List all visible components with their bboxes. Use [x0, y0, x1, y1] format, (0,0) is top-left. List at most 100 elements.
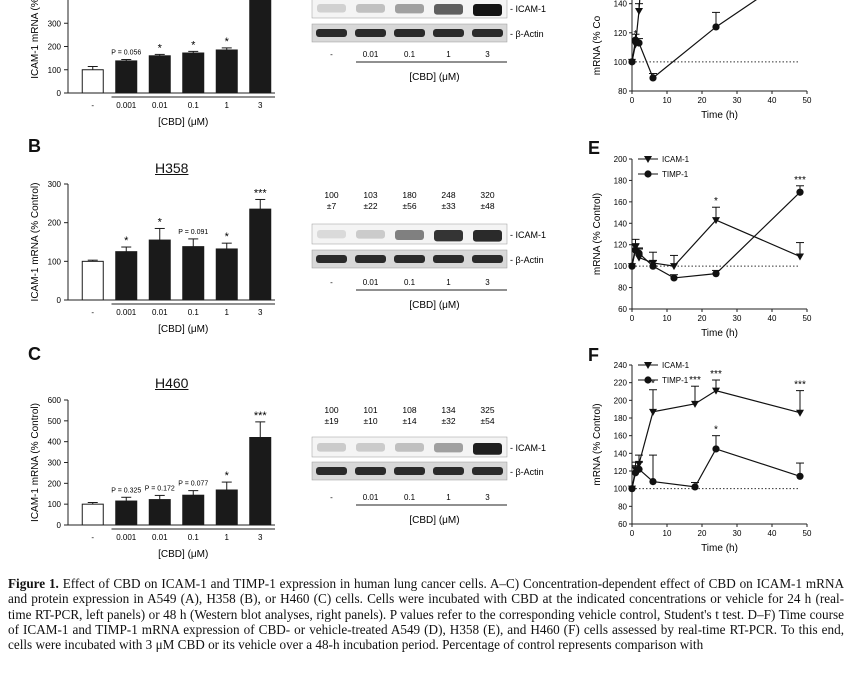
y-tick-label-b: 200	[48, 219, 62, 228]
actin-band-c	[394, 467, 425, 475]
y-tick-label-a: 100	[48, 66, 62, 75]
lane-label-a: 1	[446, 50, 451, 59]
icam-band-b	[434, 230, 463, 242]
blot-xlabel-c: [CBD] (μM)	[409, 515, 459, 526]
x-tick-label-d: 40	[768, 96, 777, 105]
actin-band-c	[433, 467, 464, 475]
bar-a	[115, 60, 138, 94]
y-tick-label-d: 140	[614, 0, 628, 9]
x-axis-label-a: [CBD] (μM)	[158, 117, 208, 128]
icam-band-a	[395, 4, 424, 14]
y-tick-label-b: 300	[48, 180, 62, 189]
data-point-triangle-f	[712, 387, 720, 395]
x-tick-label-d: 20	[698, 96, 707, 105]
y-tick-label-a: 200	[48, 43, 62, 52]
x-tick-label-d: 0	[630, 96, 635, 105]
significance-label-f: ***	[689, 375, 701, 386]
y-tick-label-e: 120	[614, 241, 628, 250]
significance-label-c: *	[225, 470, 230, 482]
significance-label-f: ***	[794, 380, 806, 391]
significance-label-a: *	[225, 36, 230, 48]
icam-band-b	[395, 230, 424, 240]
lane-label-c: 0.01	[363, 493, 379, 502]
densitometry-sd-c: ±54	[480, 416, 494, 426]
y-tick-label-d: 80	[618, 87, 627, 96]
y-tick-label-c: 300	[48, 459, 62, 468]
data-point-circle-e	[670, 274, 678, 282]
series-line-d	[631, 0, 757, 79]
significance-label-b: ***	[254, 187, 268, 199]
band-label-icam-a: - ICAM-1	[510, 4, 546, 14]
significance-label-b: *	[158, 216, 163, 228]
bar-a	[148, 55, 171, 94]
significance-label-f: ***	[710, 369, 722, 380]
y-tick-label-c: 0	[57, 521, 62, 530]
data-point-circle-f	[796, 472, 804, 480]
data-point-triangle-e	[712, 217, 720, 225]
lane-label-a: -	[330, 50, 333, 59]
densitometry-value-c: 134	[441, 405, 455, 415]
blot-xlabel-a: [CBD] (μM)	[409, 72, 459, 83]
bar-b	[115, 251, 138, 301]
x-tick-label-c: 0.1	[188, 533, 200, 542]
caption-label: Figure 1.	[8, 576, 59, 591]
y-tick-label-c: 400	[48, 438, 62, 447]
y-axis-label-d: mRNA (% Co	[592, 15, 603, 75]
legend-label-e: TIMP-1	[662, 170, 689, 179]
x-tick-label-a: 0.1	[188, 101, 200, 110]
x-tick-label-e: 50	[803, 314, 812, 323]
legend-marker-circle-e	[644, 170, 652, 178]
x-tick-label-b: 1	[225, 308, 230, 317]
x-tick-label-c: 0.001	[116, 533, 137, 542]
y-tick-label-c: 600	[48, 396, 62, 405]
densitometry-value-c: 325	[480, 405, 494, 415]
data-point-triangle-e	[635, 254, 643, 262]
data-point-circle-f	[691, 483, 699, 491]
significance-label-a: *	[158, 42, 163, 54]
y-tick-label-e: 160	[614, 198, 628, 207]
data-point-triangle-e	[796, 253, 804, 261]
x-tick-label-b: 0.001	[116, 308, 137, 317]
actin-band-c	[316, 467, 347, 475]
x-tick-label-f: 30	[733, 529, 742, 538]
data-point-circle-f	[649, 478, 657, 486]
y-tick-label-a: 300	[48, 19, 62, 28]
icam-band-a	[473, 4, 502, 16]
data-point-circle-e	[796, 188, 804, 196]
bar-a	[81, 69, 104, 94]
icam-band-c	[434, 443, 463, 453]
y-tick-label-f: 200	[614, 396, 628, 405]
actin-band-a	[394, 29, 425, 37]
x-tick-label-b: 0.01	[152, 308, 168, 317]
figure-caption: Figure 1. Effect of CBD on ICAM-1 and TI…	[8, 576, 844, 652]
actin-band-b	[472, 255, 503, 263]
y-tick-label-f: 160	[614, 432, 628, 441]
bar-c	[215, 489, 238, 526]
series-line-f	[631, 448, 801, 489]
panel-letter-f: F	[588, 345, 599, 365]
bar-b	[148, 239, 171, 301]
significance-label-f: *	[714, 425, 718, 436]
data-point-triangle-f	[649, 408, 657, 416]
x-tick-label-a: 0.001	[116, 101, 137, 110]
lane-label-c: 3	[485, 493, 490, 502]
x-tick-label-b: -	[91, 308, 94, 317]
icam-band-c	[356, 443, 385, 452]
actin-band-b	[394, 255, 425, 263]
actin-band-a	[472, 29, 503, 37]
actin-band-b	[433, 255, 464, 263]
densitometry-value-c: 100	[324, 405, 338, 415]
densitometry-sd-b: ±22	[363, 201, 377, 211]
bar-c	[148, 499, 171, 526]
significance-label-b: *	[225, 231, 230, 243]
densitometry-sd-c: ±14	[402, 416, 416, 426]
bar-a	[249, 0, 272, 94]
densitometry-value-b: 180	[402, 190, 416, 200]
icam-band-c	[395, 443, 424, 452]
x-tick-label-f: 10	[663, 529, 672, 538]
y-tick-label-e: 80	[618, 284, 627, 293]
lane-label-a: 0.1	[404, 50, 416, 59]
bar-b	[81, 260, 104, 301]
significance-label-c: P = 0.077	[178, 481, 208, 488]
densitometry-sd-b: ±33	[441, 201, 455, 211]
